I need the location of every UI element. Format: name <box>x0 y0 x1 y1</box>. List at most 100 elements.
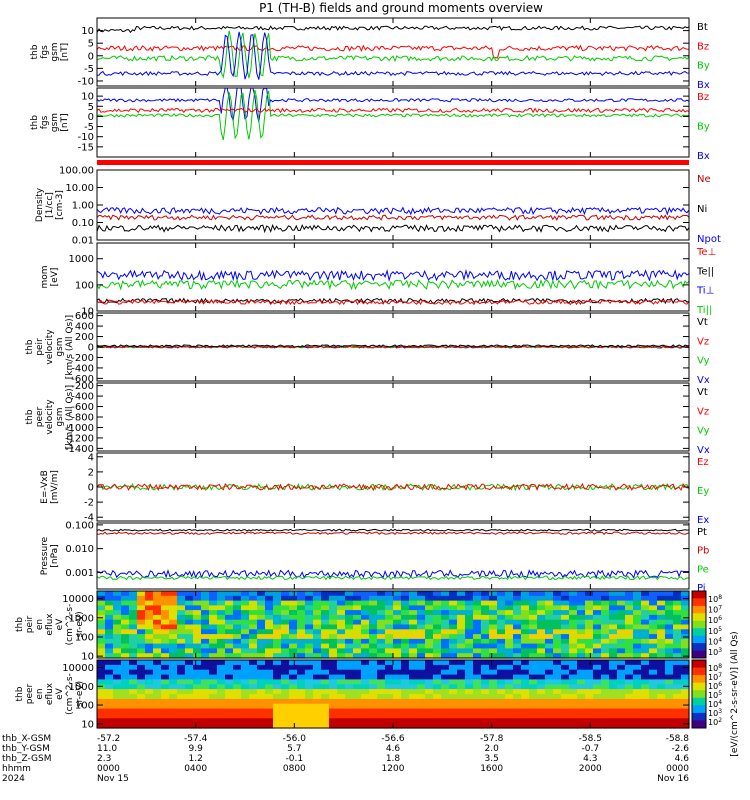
y-tick-label: 10 <box>81 92 94 103</box>
y-axis-label: [km/s (All Qs)] <box>65 315 75 379</box>
y-tick-label: 2 <box>88 467 94 478</box>
y-tick-label: -400 <box>71 363 94 374</box>
y-axis-label: peir <box>35 338 45 356</box>
y-axis-label: fgs <box>40 45 50 59</box>
y-tick-label: -600 <box>71 374 94 385</box>
y-axis-label: eflux <box>45 682 55 705</box>
series-Ti-par <box>96 278 690 291</box>
legend-entry: By <box>697 61 710 72</box>
series-Bx <box>96 87 690 123</box>
x-axis-value: -0.1 <box>286 754 304 764</box>
series-Bx <box>96 31 690 80</box>
y-axis-label: thb <box>15 617 25 632</box>
y-tick-label: 10 <box>81 719 94 730</box>
series-Ez <box>96 482 690 492</box>
series-Pt <box>96 528 690 532</box>
x-axis-value: 4.6 <box>675 754 690 764</box>
y-axis-label: Pressure <box>40 536 50 575</box>
x-axis-value: 3.5 <box>485 754 499 764</box>
panel-temperature: 1000 100 10 mom [eV] Te⊥ Te|| Ti⊥ Ti|| <box>40 242 716 318</box>
y-axis-label: Density <box>35 187 45 222</box>
x-axis-value: Nov 15 <box>97 774 129 784</box>
colorbars: 108107106105104103108107106105104103102[… <box>691 590 740 757</box>
panel-frame <box>96 382 690 452</box>
legend-entry: Te|| <box>696 266 714 277</box>
y-tick-label: 400 <box>75 322 94 333</box>
y-tick-label: -400 <box>71 392 94 403</box>
x-axis-value: 1200 <box>382 764 405 774</box>
x-axis-value: -0.7 <box>582 744 600 754</box>
legend-entry: Ex <box>697 515 709 526</box>
colorbar-tick: 103 <box>708 647 722 657</box>
y-axis-label: (cm^2-s- <box>65 604 75 646</box>
y-axis-label: sr-eV) <box>75 611 85 637</box>
colorbar-tick: 106 <box>708 615 722 625</box>
y-tick-label: -10 <box>78 76 94 87</box>
x-axis-value: Nov 16 <box>657 774 689 784</box>
x-axis-value: -2.6 <box>671 744 689 754</box>
x-axis-value: -57.4 <box>184 734 208 744</box>
legend-entry: Vy <box>697 356 710 367</box>
y-axis-label: velocity <box>45 399 55 435</box>
y-tick-label: 600 <box>75 311 94 322</box>
colorbar-tick: 106 <box>708 681 722 691</box>
y-tick-label: 0.001 <box>65 568 94 579</box>
legend-entry: Ti⊥ <box>696 286 714 297</box>
y-axis-label: [eV] <box>50 268 60 287</box>
x-axis-value: 1.8 <box>386 754 401 764</box>
y-tick-label: -5 <box>84 64 94 75</box>
panel-fgs_full: 10 50 -5-10 thb fgs gsm [nT] Bt Bz By Bx <box>30 17 710 91</box>
colorbar-tick: 108 <box>708 663 722 673</box>
x-axis-value: 4.3 <box>583 754 597 764</box>
x-axis-row-label: 2024 <box>2 774 25 784</box>
y-axis-label: [km/s (All Qs)] <box>65 385 75 449</box>
y-axis-label: mom <box>40 265 50 288</box>
y-axis-label: [1/cc] <box>45 192 55 218</box>
series-Pb <box>97 531 690 535</box>
x-axis-value: -57.8 <box>480 734 504 744</box>
legend-entry: Vx <box>697 375 710 386</box>
y-tick-label: 10 <box>81 307 94 318</box>
y-axis-label: thb <box>25 409 35 424</box>
y-tick-label: 10 <box>81 652 94 663</box>
legend-entry: Te⊥ <box>696 247 716 258</box>
y-axis-label: sr-eV) <box>75 681 85 707</box>
mode-bar <box>97 160 689 165</box>
series-Pi <box>96 568 690 580</box>
y-axis-label: peer <box>35 406 45 427</box>
legend-entry: Bz <box>697 92 709 103</box>
y-tick-label: 0 <box>88 483 94 494</box>
x-axis-value: 2.0 <box>485 744 500 754</box>
x-axis-labels: thb_X-GSM -57.2 -57.4 -56.0 -56.6 -57.8 -58.5-… <box>2 734 689 784</box>
y-tick-label: -200 <box>71 353 94 364</box>
x-axis-row-label: thb_X-GSM <box>2 734 51 744</box>
legend-entry: Ey <box>697 486 709 497</box>
y-tick-label: 100 <box>75 632 94 643</box>
series-By <box>96 89 689 141</box>
x-axis-row-label: hhmm <box>2 764 31 774</box>
series-Pe <box>96 575 690 581</box>
y-tick-label: 0.10 <box>72 218 94 229</box>
y-axis-label: velocity <box>45 329 55 365</box>
y-tick-label: 100.00 <box>59 166 94 177</box>
colorbar-tick: 104 <box>708 636 722 646</box>
y-tick-label: 0 <box>88 112 94 123</box>
y-axis-label: eV <box>55 618 65 631</box>
series-Vt <box>96 344 690 348</box>
y-axis-label: fgs <box>40 115 50 129</box>
legend-entry: Bx <box>697 80 710 91</box>
x-axis-value: 9.9 <box>189 744 204 754</box>
series-Bt <box>96 25 690 34</box>
x-axis-value: -56.0 <box>283 734 307 744</box>
panel-peer_vel: -200-400-600-800-1000-1200-1400 thb peer ve… <box>25 381 710 456</box>
series-By <box>96 30 690 79</box>
x-axis-value: 1600 <box>480 764 503 774</box>
colorbar-tick: 107 <box>708 672 722 682</box>
legend-entry: Pt <box>697 527 707 538</box>
legend-entry: Bz <box>697 41 709 52</box>
y-tick-label: -10 <box>78 132 94 143</box>
